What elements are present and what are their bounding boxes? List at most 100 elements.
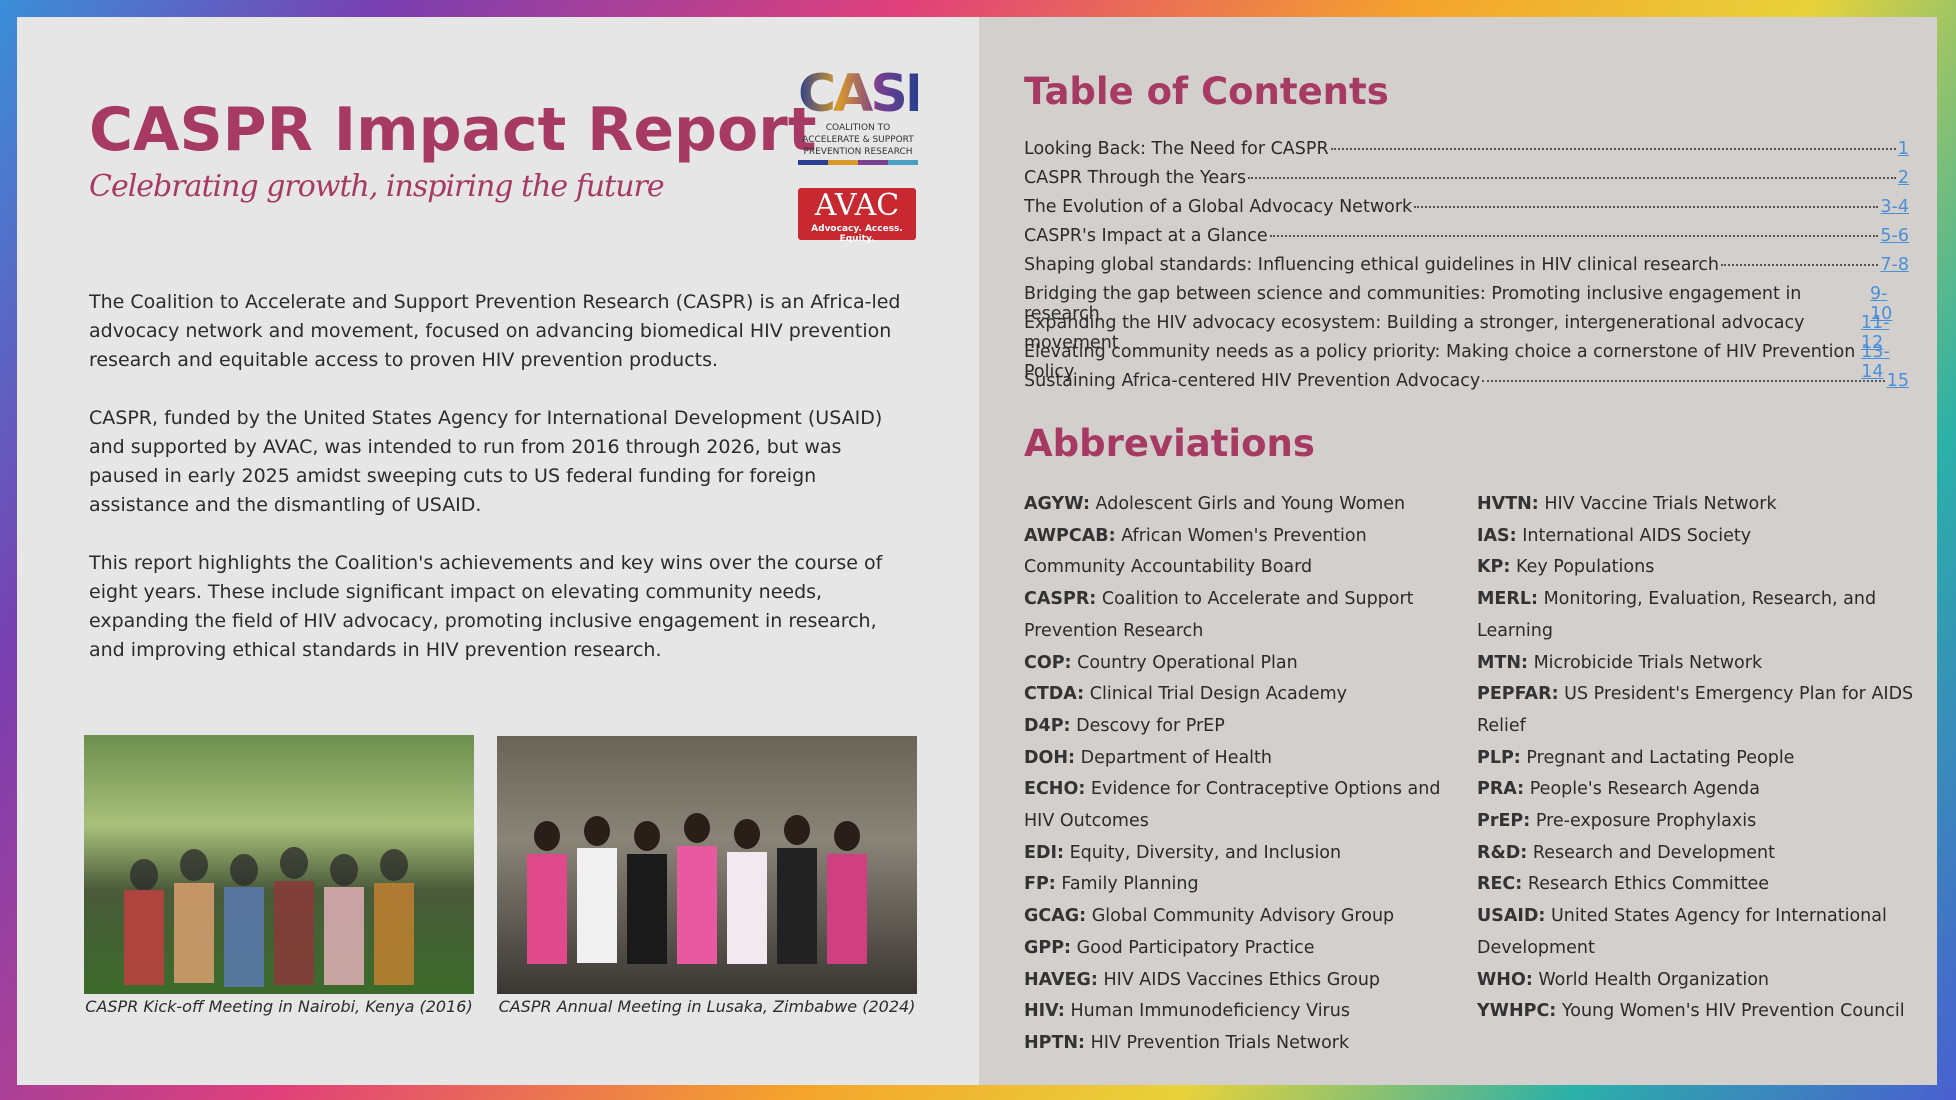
page-link[interactable]: 3-4 <box>1880 197 1909 217</box>
abbreviation-definition: Monitoring, Evaluation, Research, and Le… <box>1477 589 1877 641</box>
abbreviation-definition: Equity, Diversity, and Inclusion <box>1069 842 1342 863</box>
abbreviation-definition: HIV Vaccine Trials Network <box>1544 494 1777 514</box>
abbreviation-definition: Key Populations <box>1515 557 1655 578</box>
toc-title: Sustaining Africa-centered HIV Preventio… <box>1024 371 1481 391</box>
abbreviation-term: D4P: <box>1024 715 1071 736</box>
abbreviation-term: PrEP: <box>1477 811 1531 832</box>
toc-entry: Elevating community needs as a policy pr… <box>1024 342 1909 382</box>
abbreviation: USAID: United States Agency for Internat… <box>1477 901 1922 964</box>
abbreviation: ECHO: Evidence for Contraceptive Options… <box>1024 774 1469 837</box>
page-link[interactable]: 15 <box>1886 371 1909 391</box>
abbreviation-term: HIV: <box>1024 1001 1065 1022</box>
paragraph: The Coalition to Accelerate and Support … <box>89 291 901 371</box>
photo-art <box>124 847 414 987</box>
photo <box>497 736 917 994</box>
toc-title: The Evolution of a Global Advocacy Netwo… <box>1024 197 1413 217</box>
abbreviation-definition: Human Immunodeficiency Virus <box>1070 1001 1350 1022</box>
logo-tagline: Advocacy. Access. Equity. <box>811 224 903 244</box>
abbreviation-term: PLP: <box>1477 747 1521 768</box>
abbreviation: PRA: People's Research Agenda <box>1477 774 1922 806</box>
abbreviation-term: REC: <box>1477 874 1523 895</box>
toc-entry: Shaping global standards: Influencing et… <box>1024 255 1909 284</box>
abbreviation: DOH: Department of Health <box>1024 743 1469 775</box>
abbreviation: AWPCAB: African Women's Prevention Commu… <box>1024 521 1469 584</box>
toc-title: CASPR's Impact at a Glance <box>1024 226 1268 246</box>
page-link[interactable]: 13-14 <box>1861 342 1890 382</box>
abbreviation-term: KP: <box>1477 557 1511 578</box>
toc-title: Elevating community needs as a policy pr… <box>1024 342 1856 382</box>
abbreviation-definition: Young Women's HIV Prevention Council <box>1561 1001 1905 1022</box>
toc-entry: Looking Back: The Need for CASPR 1 <box>1024 139 1909 168</box>
abbreviation-term: CASPR: <box>1024 589 1097 610</box>
abbreviation-term: GCAG: <box>1024 906 1087 927</box>
page-link[interactable]: 7-8 <box>1880 255 1909 275</box>
abbreviation-column: AGYW: Adolescent Girls and Young Women AW… <box>1024 489 1469 1060</box>
abbreviation: EDI: Equity, Diversity, and Inclusion <box>1024 838 1469 870</box>
abbreviation: COP: Country Operational Plan <box>1024 648 1469 680</box>
logo-tagline: COALITION TO ACCELERATE & SUPPORT PREVEN… <box>802 123 914 157</box>
abbreviation-column: HVTN: HIV Vaccine Trials Network IAS: Int… <box>1477 489 1922 1028</box>
abbreviation: PrEP: Pre-exposure Prophylaxis <box>1477 806 1922 838</box>
page-link[interactable]: 5-6 <box>1880 226 1909 246</box>
abbreviation-definition: World Health Organization <box>1538 969 1770 990</box>
abbreviation: PLP: Pregnant and Lactating People <box>1477 743 1922 775</box>
abbreviation: CASPR: Coalition to Accelerate and Suppo… <box>1024 584 1469 647</box>
photo-art <box>527 813 867 964</box>
toc-entry: Expanding the HIV advocacy ecosystem: Bu… <box>1024 313 1909 353</box>
abbreviation-term: WHO: <box>1477 969 1533 990</box>
abbreviation-definition: Clinical Trial Design Academy <box>1089 684 1348 705</box>
abbreviation-definition: Good Participatory Practice <box>1076 937 1315 958</box>
title: CASPR Impact Report <box>89 95 817 165</box>
abbreviation-definition: Adolescent Girls and Young Women <box>1095 494 1406 514</box>
page-link[interactable]: 9-10 <box>1870 284 1893 324</box>
photo-caption: CASPR Annual Meeting in Lusaka, Zimbabwe… <box>498 997 916 1016</box>
toc-entry: The Evolution of a Global Advocacy Netwo… <box>1024 197 1909 226</box>
abbreviation: HPTN: HIV Prevention Trials Network <box>1024 1028 1469 1060</box>
photo-caption: CASPR Kick-off Meeting in Nairobi, Kenya… <box>85 997 473 1016</box>
toc-title: Table of Contents <box>1024 70 1389 113</box>
abbreviation-term: R&D: <box>1477 842 1528 863</box>
leader <box>1482 380 1885 382</box>
abbreviation-definition: International AIDS Society <box>1522 525 1752 546</box>
leader <box>1248 177 1896 179</box>
toc-title: CASPR Through the Years <box>1024 168 1247 188</box>
abbreviation-term: COP: <box>1024 652 1072 673</box>
toc-entry: Sustaining Africa-centered HIV Preventio… <box>1024 371 1909 400</box>
abbreviation-definition: People's Research Agenda <box>1529 779 1760 800</box>
abbreviation: PEPFAR: US President's Emergency Plan fo… <box>1477 679 1922 742</box>
logo-name: CASPR <box>798 64 980 124</box>
abbreviation-term: PEPFAR: <box>1477 684 1559 705</box>
abbreviation-definition: Department of Health <box>1080 747 1272 768</box>
toc-entry: Bridging the gap between science and com… <box>1024 284 1909 324</box>
abbreviation-definition: HIV Prevention Trials Network <box>1090 1032 1350 1053</box>
caspr-logo: CASPR COALITION TO ACCELERATE & SUPPORT … <box>798 64 980 165</box>
abbreviation-definition: Evidence for Contraceptive Options and H… <box>1024 779 1441 832</box>
leader <box>1330 148 1896 150</box>
toc-list: Looking Back: The Need for CASPR 1 CASPR T… <box>1024 139 1909 400</box>
left-panel: CASPR Impact Report Celebrating growth, … <box>17 17 980 1085</box>
abbreviation: CTDA: Clinical Trial Design Academy <box>1024 679 1469 711</box>
page-link[interactable]: 1 <box>1897 139 1909 159</box>
abbreviation: R&D: Research and Development <box>1477 838 1922 870</box>
abbreviation-definition: US President's Emergency Plan for AIDS R… <box>1477 684 1914 736</box>
paragraph: This report highlights the Coalition's a… <box>89 552 883 661</box>
page-link[interactable]: 2 <box>1897 168 1909 188</box>
abbreviation-term: HPTN: <box>1024 1032 1086 1053</box>
abbreviation: IAS: International AIDS Society <box>1477 521 1922 553</box>
page-link[interactable]: 11-12 <box>1860 313 1890 353</box>
abbreviation-definition: Microbicide Trials Network <box>1533 652 1763 673</box>
abbreviation: MERL: Monitoring, Evaluation, Research, … <box>1477 584 1922 647</box>
toc-entry: CASPR Through the Years 2 <box>1024 168 1909 197</box>
logo-name: AVAC <box>814 188 900 223</box>
abbreviation-definition: Country Operational Plan <box>1077 652 1298 673</box>
toc-title: Bridging the gap between science and com… <box>1024 284 1802 324</box>
toc-title: Expanding the HIV advocacy ecosystem: Bu… <box>1024 313 1805 353</box>
abbreviation: MTN: Microbicide Trials Network <box>1477 648 1922 680</box>
leader <box>1269 235 1879 237</box>
abbreviation: KP: Key Populations <box>1477 552 1922 584</box>
abbreviation-term: IAS: <box>1477 525 1517 546</box>
toc-entry: CASPR's Impact at a Glance 5-6 <box>1024 226 1909 255</box>
abbreviation-term: MTN: <box>1477 652 1528 673</box>
abbreviation-term: AWPCAB: <box>1024 525 1116 546</box>
